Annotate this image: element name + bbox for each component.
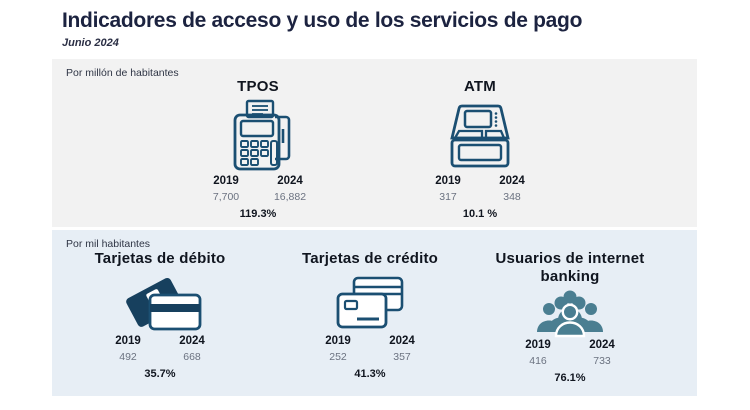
metric-debit-cards-year-2019-label: 2019	[115, 335, 141, 347]
metric-tpos: TPOS 2019	[178, 78, 338, 221]
metric-credit-cards-year-2024-label: 2024	[389, 335, 415, 347]
metric-atm-year-2024: 2024 348	[490, 174, 534, 204]
page-subtitle: Junio 2024	[62, 37, 119, 49]
metric-credit-cards-year-2019: 2019 252	[316, 334, 360, 364]
people-group-icon	[470, 290, 670, 338]
metric-credit-cards-year-2019-label: 2019	[325, 335, 351, 347]
metric-debit-cards-year-2024: 2024 668	[170, 334, 214, 364]
atm-machine-icon	[400, 98, 560, 174]
metric-credit-cards-year-2024-value: 357	[393, 351, 411, 363]
metric-internet-banking-year-2024: 2024 733	[580, 338, 624, 368]
metric-debit-cards-change: 35.7%	[144, 368, 176, 380]
metric-internet-banking: Usuarios de internet banking	[470, 250, 670, 385]
metric-credit-cards-title: Tarjetas de crédito	[301, 250, 439, 267]
metric-internet-banking-change: 76.1%	[554, 372, 586, 384]
metric-credit-cards: Tarjetas de crédito 2019 252 2024 357 41…	[275, 250, 465, 381]
metric-debit-cards-year-2019-value: 492	[119, 351, 137, 363]
metric-credit-cards-change: 41.3%	[354, 368, 386, 380]
metric-tpos-year-2019-label: 2019	[213, 175, 239, 187]
metric-internet-banking-years: 2019 416 2024 733	[470, 338, 670, 368]
metric-internet-banking-year-2024-value: 733	[593, 355, 611, 367]
metric-atm-year-2019-value: 317	[439, 191, 457, 203]
metric-tpos-change: 119.3%	[239, 208, 277, 220]
metric-debit-cards-year-2024-value: 668	[183, 351, 201, 363]
metric-atm-year-2019: 2019 317	[426, 174, 470, 204]
pos-terminal-icon	[178, 98, 338, 174]
metric-tpos-year-2019: 2019 7,700	[204, 174, 248, 204]
metric-debit-cards: Tarjetas de débito 2019 492 2024 668 35.…	[65, 250, 255, 381]
metric-atm: ATM 2019 317 2024 348 10.1	[400, 78, 560, 221]
metric-internet-banking-year-2019-label: 2019	[525, 339, 551, 351]
metric-debit-cards-year-2019: 2019 492	[106, 334, 150, 364]
metric-credit-cards-years: 2019 252 2024 357	[275, 334, 465, 364]
metric-atm-years: 2019 317 2024 348	[400, 174, 560, 204]
metric-credit-cards-year-2019-value: 252	[329, 351, 347, 363]
debit-cards-icon	[65, 272, 255, 334]
credit-cards-icon	[275, 272, 465, 334]
page-title: Indicadores de acceso y uso de los servi…	[62, 9, 583, 32]
metric-tpos-years: 2019 7,700 2024 16,882	[178, 174, 338, 204]
metric-internet-banking-year-2019-value: 416	[529, 355, 547, 367]
metric-atm-year-2024-label: 2024	[499, 175, 525, 187]
panel-label-per-thousand: Por mil habitantes	[66, 238, 151, 250]
header: Indicadores de acceso y uso de los servi…	[62, 8, 722, 50]
metric-atm-year-2019-label: 2019	[435, 175, 461, 187]
metric-tpos-year-2024: 2024 16,882	[268, 174, 312, 204]
metric-debit-cards-title: Tarjetas de débito	[94, 250, 226, 267]
metric-tpos-title: TPOS	[237, 78, 279, 95]
metric-internet-banking-title: Usuarios de internet banking	[495, 250, 645, 285]
metric-debit-cards-year-2024-label: 2024	[179, 335, 205, 347]
metric-tpos-year-2024-label: 2024	[277, 175, 303, 187]
metric-atm-year-2024-value: 348	[503, 191, 521, 203]
metric-credit-cards-year-2024: 2024 357	[380, 334, 424, 364]
metric-tpos-year-2019-value: 7,700	[212, 191, 240, 203]
metric-atm-change: 10.1 %	[462, 208, 498, 220]
metric-internet-banking-year-2024-label: 2024	[589, 339, 615, 351]
metric-internet-banking-year-2019: 2019 416	[516, 338, 560, 368]
panel-per-million: Por millón de habitantes	[52, 59, 697, 227]
metric-atm-title: ATM	[464, 78, 496, 95]
metric-tpos-year-2024-value: 16,882	[273, 191, 307, 203]
metric-debit-cards-years: 2019 492 2024 668	[65, 334, 255, 364]
panel-label-per-million: Por millón de habitantes	[66, 67, 179, 79]
